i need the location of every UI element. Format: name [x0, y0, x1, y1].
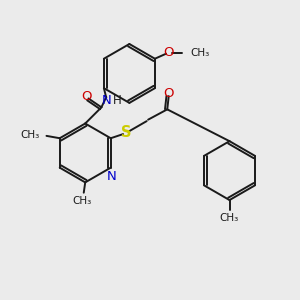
- Text: H: H: [113, 94, 122, 107]
- Text: N: N: [101, 94, 111, 107]
- Text: CH₃: CH₃: [220, 213, 239, 223]
- Text: CH₃: CH₃: [190, 48, 209, 58]
- Text: O: O: [163, 46, 173, 59]
- Text: N: N: [107, 170, 116, 183]
- Text: S: S: [121, 125, 131, 140]
- Text: CH₃: CH₃: [21, 130, 40, 140]
- Text: CH₃: CH₃: [73, 196, 92, 206]
- Text: O: O: [81, 91, 92, 103]
- Text: O: O: [164, 87, 174, 100]
